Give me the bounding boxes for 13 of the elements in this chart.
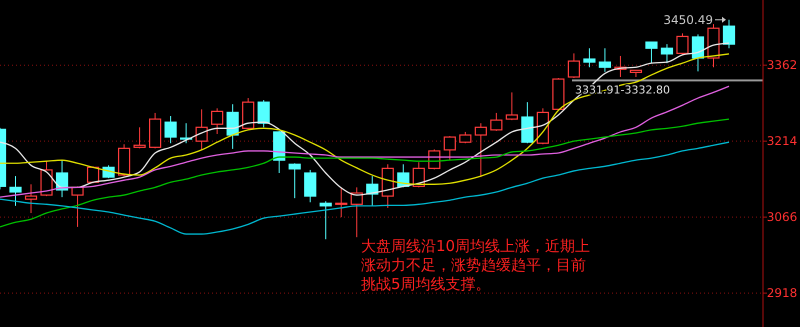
candlestick: [335, 186, 348, 218]
annotation: 3450.49: [663, 12, 713, 27]
candlestick: [24, 184, 38, 214]
candlestick: [226, 104, 239, 150]
line-series: [0, 118, 730, 228]
line-series: [0, 86, 730, 198]
y-tick-label: 2918: [766, 286, 798, 300]
candlestick: [9, 176, 22, 206]
y-tick-label: 3214: [766, 134, 798, 148]
y-tick-label: 3362: [766, 58, 798, 72]
y-tick-label: 3066: [766, 210, 798, 224]
line-series: [0, 142, 730, 235]
annotation: 大盘周线沿10周均线上涨，近期上涨动力不足，涨势趋缓趋平，目前挑战5周均线支撑。: [361, 237, 590, 293]
